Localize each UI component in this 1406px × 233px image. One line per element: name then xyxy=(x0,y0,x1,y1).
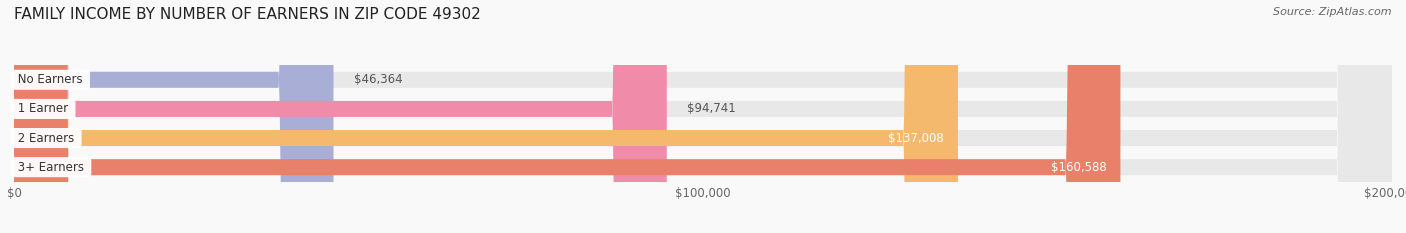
FancyBboxPatch shape xyxy=(14,0,333,233)
Text: 3+ Earners: 3+ Earners xyxy=(14,161,87,174)
FancyBboxPatch shape xyxy=(14,0,1121,233)
FancyBboxPatch shape xyxy=(14,0,1392,233)
FancyBboxPatch shape xyxy=(14,0,1392,233)
Text: $137,008: $137,008 xyxy=(889,132,945,144)
Text: $94,741: $94,741 xyxy=(688,103,737,115)
Text: Source: ZipAtlas.com: Source: ZipAtlas.com xyxy=(1274,7,1392,17)
Text: $160,588: $160,588 xyxy=(1050,161,1107,174)
Text: No Earners: No Earners xyxy=(14,73,86,86)
Text: FAMILY INCOME BY NUMBER OF EARNERS IN ZIP CODE 49302: FAMILY INCOME BY NUMBER OF EARNERS IN ZI… xyxy=(14,7,481,22)
Text: 1 Earner: 1 Earner xyxy=(14,103,72,115)
FancyBboxPatch shape xyxy=(14,0,957,233)
Text: $46,364: $46,364 xyxy=(354,73,402,86)
FancyBboxPatch shape xyxy=(14,0,1392,233)
FancyBboxPatch shape xyxy=(14,0,1392,233)
Text: 2 Earners: 2 Earners xyxy=(14,132,79,144)
FancyBboxPatch shape xyxy=(14,0,666,233)
